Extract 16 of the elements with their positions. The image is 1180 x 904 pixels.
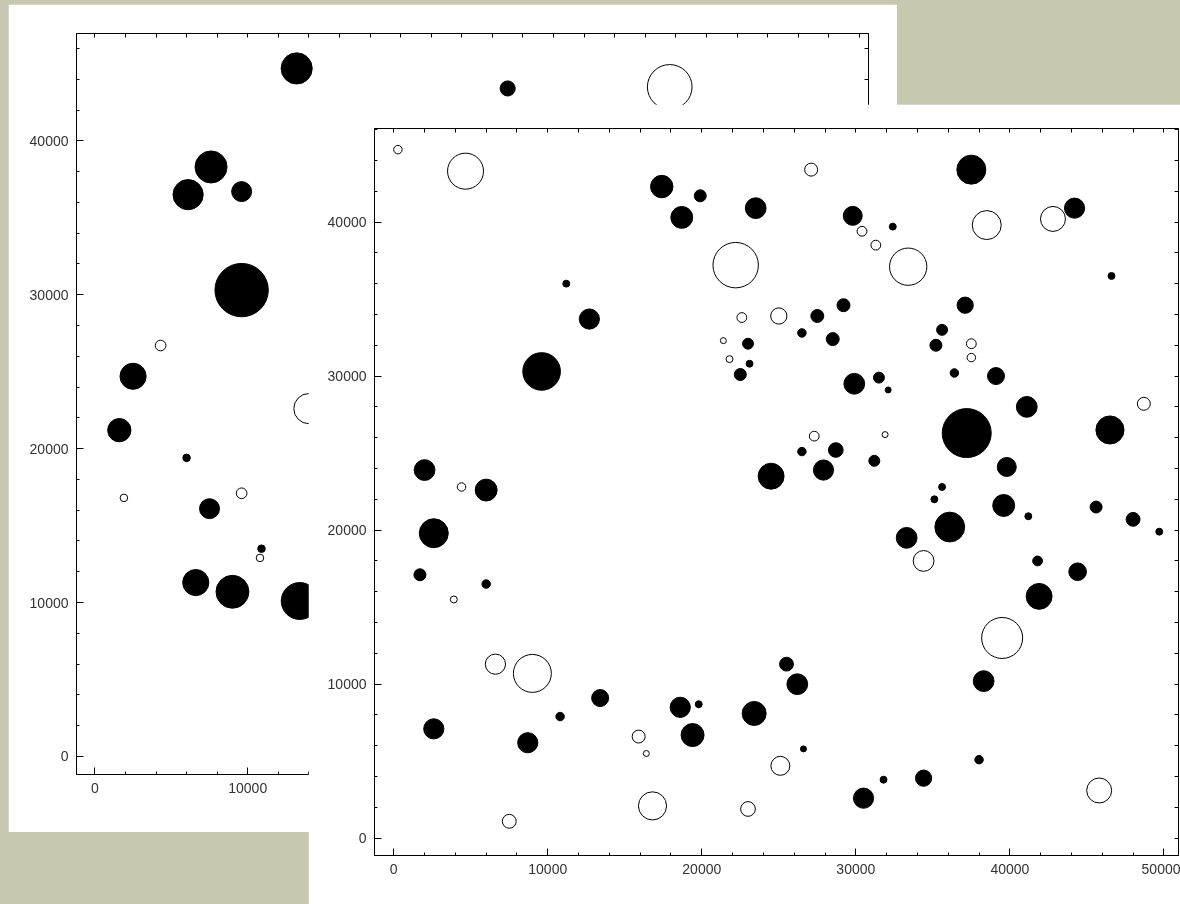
x-tick-label: 20000: [682, 860, 722, 877]
x-tick-label: 10000: [528, 860, 568, 877]
y-tick-label: 10000: [327, 676, 367, 693]
y-tick-label: 20000: [327, 522, 367, 539]
y-tick-label: 40000: [327, 214, 367, 231]
x-tick-label: 40000: [990, 860, 1030, 877]
y-tick-label: 10000: [29, 594, 69, 611]
x-tick-label: 50000: [1141, 860, 1180, 877]
y-tick-label: 30000: [327, 368, 367, 385]
y-tick-label: 0: [60, 748, 69, 765]
y-tick-label: 20000: [29, 440, 69, 457]
x-tick-label: 0: [389, 860, 398, 877]
y-tick-label: 0: [358, 830, 367, 847]
x-tick-label: 30000: [836, 860, 876, 877]
y-tick-label: 30000: [29, 286, 69, 303]
y-tick-label: 40000: [29, 132, 69, 149]
